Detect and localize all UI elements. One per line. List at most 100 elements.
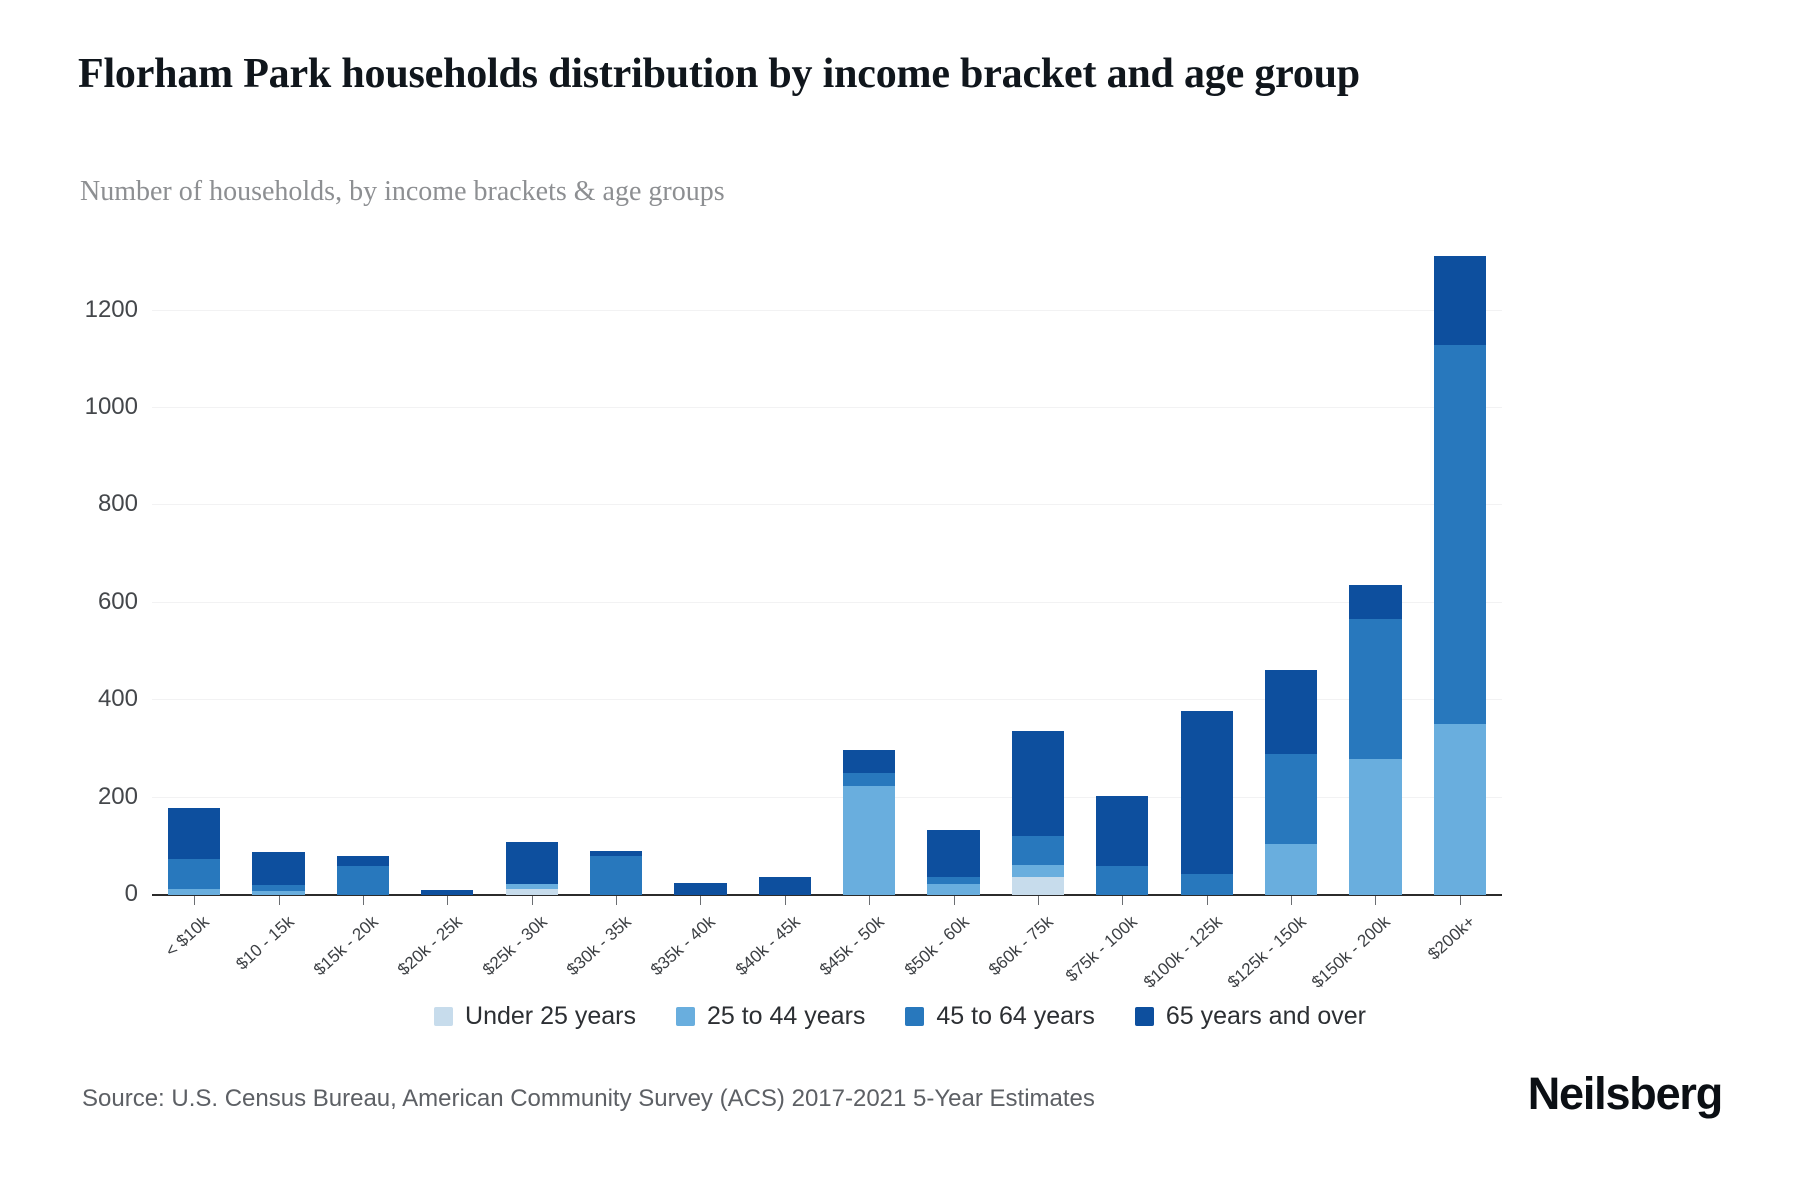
bar-segment[interactable] — [252, 852, 305, 886]
bar-group[interactable] — [252, 852, 305, 895]
bar-group[interactable] — [674, 883, 727, 895]
x-axis-label: $45k - 50k — [816, 912, 888, 980]
bar-segment[interactable] — [421, 889, 474, 895]
bar-segment[interactable] — [1349, 585, 1402, 619]
y-axis-tick-label: 200 — [97, 782, 138, 810]
x-axis-tick-mark — [616, 896, 618, 905]
x-axis-tick-mark — [1037, 896, 1039, 905]
legend-swatch-icon — [905, 1007, 925, 1026]
bar-group[interactable] — [421, 889, 474, 895]
bar-group[interactable] — [336, 855, 390, 895]
bar-segment[interactable] — [336, 855, 390, 867]
bar-group[interactable] — [168, 807, 221, 895]
y-axis-tick-label: 400 — [97, 685, 138, 713]
bar-segment[interactable] — [1011, 731, 1065, 836]
legend-label: 25 to 44 years — [706, 1002, 866, 1030]
bar-segment[interactable] — [1264, 753, 1318, 845]
x-axis-tick-mark — [1291, 896, 1293, 905]
x-axis-label: $150k - 200k — [1308, 912, 1395, 992]
bar-segment[interactable] — [1433, 345, 1486, 724]
x-axis-label: $100k - 125k — [1139, 912, 1226, 992]
bar-group[interactable] — [758, 876, 811, 895]
bar-segment[interactable] — [1011, 865, 1065, 877]
x-axis-label: $75k - 100k — [1062, 912, 1142, 986]
bar-group[interactable] — [843, 749, 896, 895]
brand-logo: Neilsberg — [1527, 1068, 1723, 1119]
bar-segment[interactable] — [1011, 835, 1065, 866]
bar-segment[interactable] — [1433, 723, 1486, 895]
x-axis-label: $15k - 20k — [309, 912, 382, 980]
x-axis-tick-mark — [953, 896, 955, 905]
bar-segment[interactable] — [1349, 759, 1402, 895]
bar-segment[interactable] — [674, 883, 727, 895]
x-axis-tick-mark — [531, 896, 533, 905]
bar-segment[interactable] — [1180, 873, 1233, 895]
bar-group[interactable] — [1264, 669, 1318, 895]
bar-segment[interactable] — [336, 866, 390, 895]
x-axis-label: $20k - 25k — [394, 912, 467, 980]
x-axis-label: $50k - 60k — [900, 912, 973, 980]
x-axis-tick-mark — [1122, 896, 1124, 905]
bar-segment[interactable] — [843, 773, 896, 786]
legend-label: Under 25 years — [465, 1002, 636, 1030]
legend-item-2[interactable]: 45 to 64 years — [905, 1002, 1095, 1031]
bar-group[interactable] — [1349, 585, 1402, 895]
x-axis-label: $60k - 75k — [984, 912, 1057, 980]
x-axis-tick-mark — [362, 896, 364, 905]
bar-segment[interactable] — [1096, 796, 1149, 867]
bar-segment[interactable] — [927, 876, 980, 885]
x-axis-label: < $10k — [161, 912, 213, 961]
x-axis-tick-mark — [194, 896, 196, 905]
bar-group[interactable] — [1433, 255, 1486, 895]
x-axis-line — [152, 894, 1502, 896]
page-subtitle: Number of households, by income brackets… — [80, 176, 725, 207]
legend-item-0[interactable]: Under 25 years — [434, 1002, 636, 1031]
bar-segment[interactable] — [1011, 876, 1065, 895]
bar-group[interactable] — [505, 841, 558, 895]
x-axis-label: $35k - 40k — [647, 912, 720, 980]
y-axis-tick-label: 1000 — [84, 393, 138, 421]
bar-segment[interactable] — [589, 850, 643, 856]
bar-segment[interactable] — [252, 890, 305, 895]
bar-segment[interactable] — [505, 841, 558, 885]
bar-group[interactable] — [1096, 796, 1149, 895]
x-axis-label: $10 - 15k — [231, 912, 298, 974]
bar-segment[interactable] — [927, 884, 980, 895]
legend-swatch-icon — [1134, 1007, 1154, 1026]
page-title: Florham Park households distribution by … — [78, 51, 1360, 97]
x-axis-tick-mark — [278, 896, 280, 905]
bar-segment[interactable] — [1349, 618, 1402, 760]
bar-segment[interactable] — [1264, 669, 1318, 754]
x-axis-tick-mark — [1206, 896, 1208, 905]
bar-group[interactable] — [927, 830, 980, 895]
bar-segment[interactable] — [1433, 255, 1486, 346]
bar-segment[interactable] — [589, 855, 643, 895]
bar-group[interactable] — [1011, 731, 1065, 895]
bar-segment[interactable] — [1264, 844, 1318, 895]
bar-segment[interactable] — [505, 884, 558, 889]
bar-segment[interactable] — [168, 807, 221, 859]
bar-segment[interactable] — [505, 888, 558, 895]
bar-segment[interactable] — [843, 749, 896, 774]
y-axis-tick-label: 1200 — [84, 295, 138, 323]
legend-swatch-icon — [434, 1007, 454, 1026]
bar-segment[interactable] — [843, 785, 896, 895]
bar-segment[interactable] — [1180, 711, 1233, 874]
x-axis-tick-mark — [869, 896, 871, 905]
bar-segment[interactable] — [168, 858, 221, 890]
legend-item-3[interactable]: 65 years and over — [1134, 1002, 1366, 1031]
y-axis-tick-label: 600 — [97, 587, 138, 615]
legend-label: 65 years and over — [1165, 1002, 1366, 1030]
bar-segment[interactable] — [758, 876, 811, 895]
bar-segment[interactable] — [927, 830, 980, 877]
x-axis-tick-mark — [784, 896, 786, 905]
legend-item-1[interactable]: 25 to 44 years — [675, 1002, 866, 1031]
x-axis-label: $40k - 45k — [731, 912, 804, 980]
bar-segment[interactable] — [168, 889, 221, 895]
bar-segment[interactable] — [252, 885, 305, 891]
bar-group[interactable] — [1180, 711, 1233, 895]
x-axis-tick-mark — [700, 896, 702, 905]
bar-segment[interactable] — [1096, 866, 1149, 895]
bar-group[interactable] — [589, 850, 643, 895]
